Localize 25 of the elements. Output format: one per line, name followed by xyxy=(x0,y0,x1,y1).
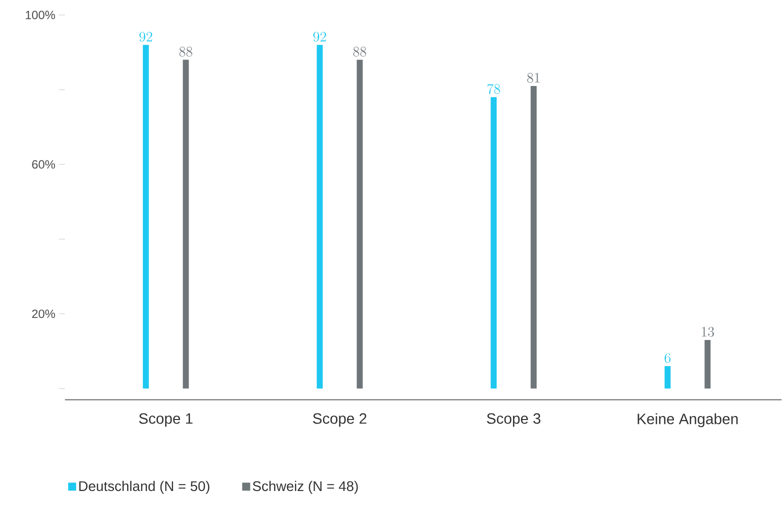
y-tick-label: 60% xyxy=(32,160,56,169)
bar xyxy=(356,60,363,389)
data-label: 92 xyxy=(139,32,152,42)
x-tick-label: Keine Angaben xyxy=(638,413,738,428)
bar xyxy=(704,340,711,389)
x-tick-label: Scope 3 xyxy=(486,413,540,427)
data-label: 6 xyxy=(664,353,671,364)
x-tick-label: Scope 2 xyxy=(313,413,366,427)
bar xyxy=(142,45,149,389)
bar xyxy=(530,86,537,389)
bar xyxy=(664,366,671,389)
y-tick-label: 100% xyxy=(26,10,56,20)
y-tick-label: 20% xyxy=(32,310,56,318)
bar xyxy=(490,97,497,389)
data-label: 13 xyxy=(702,327,714,337)
data-label: 92 xyxy=(313,32,326,42)
data-label: 81 xyxy=(527,73,540,83)
data-label: 88 xyxy=(353,46,366,57)
x-tick-label: Scope 1 xyxy=(139,413,192,427)
legend-label: Deutschland (N = 50) xyxy=(79,481,210,494)
legend-label: Schweiz (N = 48) xyxy=(252,481,358,494)
bar xyxy=(182,60,189,389)
data-label: 78 xyxy=(487,84,500,94)
data-label: 88 xyxy=(179,46,192,57)
bar xyxy=(316,45,323,389)
